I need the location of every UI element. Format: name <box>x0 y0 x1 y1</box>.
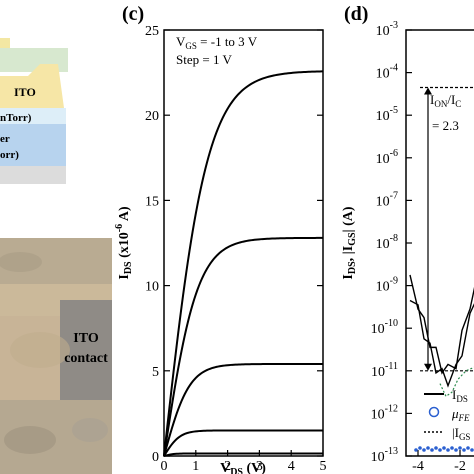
y-tick-label: 20 <box>145 109 159 124</box>
y-tick-label: 10-9 <box>376 276 398 295</box>
curves-c <box>163 70 324 457</box>
y-tick-label: 10-11 <box>371 361 398 380</box>
panel-label-d: (d) <box>344 3 368 25</box>
x-tick-label: 1 <box>192 459 199 474</box>
output-curve <box>163 429 323 457</box>
annotation-vgs: VGS = -1 to 3 V <box>176 34 258 51</box>
on-off-ratio-value: = 2.3 <box>432 118 459 133</box>
stack-label-pressure-2: orr) <box>0 149 19 161</box>
stack-label-pressure-1: nTorr) <box>0 112 32 124</box>
output-curve <box>163 70 324 457</box>
y-tick-label: 10-12 <box>371 403 398 422</box>
stack-label-ito: ITO <box>14 85 36 99</box>
x-tick-label: 2 <box>224 459 231 474</box>
mobility-marker <box>462 448 466 452</box>
x-tick-label: 4 <box>288 459 295 474</box>
legend-circle-mufe <box>428 406 440 418</box>
y-tick-label: 10-3 <box>376 20 398 39</box>
photo-texture-1 <box>0 252 42 272</box>
annotation-step: Step = 1 V <box>176 52 232 67</box>
photo-label-contact: contact <box>64 351 108 366</box>
photo-texture-3 <box>4 426 56 454</box>
x-ticks-d: -4 -2 <box>412 450 466 474</box>
y-tick-label: 10 <box>145 280 159 295</box>
legend-text-mufe: μFE <box>451 406 470 423</box>
mobility-marker <box>418 446 422 450</box>
stack-substrate <box>0 166 66 184</box>
x-tick-label: 0 <box>161 459 168 474</box>
mobility-marker <box>470 448 474 452</box>
mobility-marker <box>414 448 418 452</box>
legend-d: IDS μFE |IGS <box>424 387 470 442</box>
photo-texture-4 <box>72 418 108 442</box>
y-axis-label-d: IDS, |IGS| (A) <box>341 206 358 279</box>
mobility-marker <box>426 446 430 450</box>
mobility-marker <box>450 446 454 450</box>
stack-layer-light <box>0 108 66 124</box>
panel-label-c: (c) <box>122 3 144 25</box>
x-axis-label-c: VDS (V) <box>220 461 266 474</box>
off-current-trace <box>409 274 474 375</box>
stack-top-layer <box>0 38 10 48</box>
x-tick-label: -4 <box>412 459 424 474</box>
stack-layer-blue <box>0 124 66 166</box>
device-stack-schematic: ITO nTorr) er orr) <box>0 38 68 184</box>
on-off-ratio-label: ION/IC <box>430 92 461 109</box>
output-curve <box>163 452 323 457</box>
y-tick-label: 10-5 <box>376 105 398 124</box>
y-ticks-d: 10-3 10-4 10-5 10-6 10-7 10-8 10-9 10-10 10-11 10… <box>371 20 412 465</box>
y-tick-label: 10-6 <box>376 148 398 167</box>
y-tick-label: 5 <box>152 365 159 380</box>
photo-texture-2 <box>10 332 70 368</box>
x-tick-label: -2 <box>454 459 466 474</box>
y-tick-label: 10-7 <box>376 190 398 209</box>
x-tick-label: 5 <box>320 459 327 474</box>
plot-frame-c <box>163 29 324 457</box>
mobility-marker <box>434 446 438 450</box>
y-tick-label: 10-4 <box>376 63 398 82</box>
ito-contact-photo: ITO contact <box>0 238 112 474</box>
y-tick-label: 0 <box>152 450 159 465</box>
mobility-marker <box>442 446 446 450</box>
off-current-trace <box>409 299 474 388</box>
photo-label-ito: ITO <box>73 331 99 346</box>
stack-ito-layer <box>0 64 64 108</box>
y-tick-label: 15 <box>145 194 159 209</box>
output-chart: 0 5 10 15 20 25 0 1 2 3 4 5 VGS = -1 to 3 V Step =… <box>114 24 327 474</box>
plot-frame-d <box>405 29 474 457</box>
stack-label-er: er <box>0 133 10 145</box>
y-tick-label: 25 <box>145 24 159 39</box>
mobility-marker <box>422 448 426 452</box>
ratio-arrow-head-down <box>424 363 432 371</box>
y-tick-label: 10-13 <box>371 446 398 465</box>
output-curve <box>163 362 323 457</box>
mobility-marker <box>438 448 442 452</box>
mobility-marker <box>430 448 434 452</box>
mobility-marker <box>466 446 470 450</box>
transfer-chart: 10-3 10-4 10-5 10-6 10-7 10-8 10-9 10-10 10-11 10… <box>341 20 474 474</box>
x-tick-label: 3 <box>256 459 263 474</box>
y-tick-label: 10-10 <box>371 318 398 337</box>
y-tick-label: 10-8 <box>376 233 398 252</box>
marks-d <box>409 86 474 452</box>
mobility-marker <box>454 448 458 452</box>
ratio-arrow-head-up <box>424 87 432 95</box>
mobility-marker <box>446 448 450 452</box>
legend-text-igs: |IGS <box>452 425 470 442</box>
legend-text-ids: IDS <box>452 387 468 404</box>
gate-current-trace <box>439 366 474 398</box>
output-curve <box>163 236 323 457</box>
y-axis-label-c: IDS (x10-6 A) <box>114 206 134 280</box>
mobility-marker <box>458 446 462 450</box>
